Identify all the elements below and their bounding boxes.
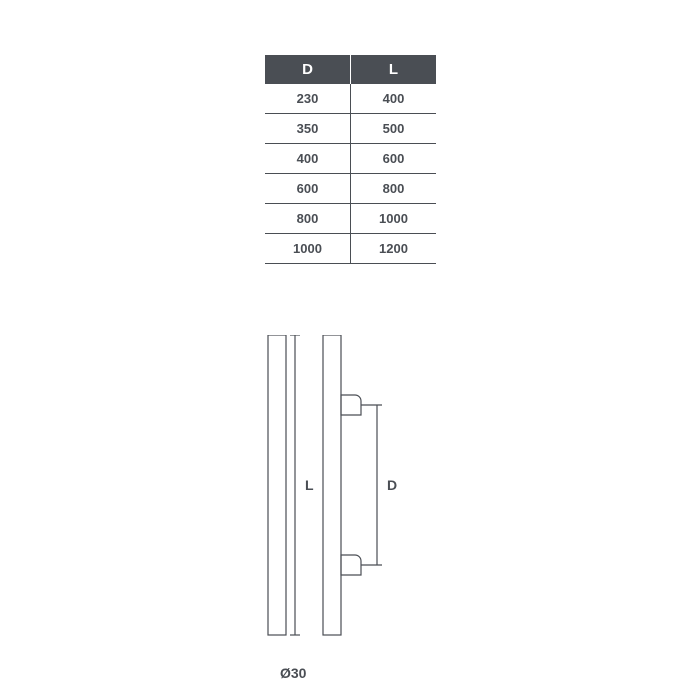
svg-text:D: D — [387, 477, 397, 493]
table-row: 400600 — [265, 144, 436, 174]
col-header-L: L — [351, 55, 437, 84]
table-row: 10001200 — [265, 234, 436, 264]
table-row: 350500 — [265, 114, 436, 144]
table-row: 8001000 — [265, 204, 436, 234]
svg-text:L: L — [305, 477, 314, 493]
table-row: 600800 — [265, 174, 436, 204]
diameter-label: Ø30 — [280, 665, 306, 681]
dimensions-table: D L 230400 350500 400600 600800 8001000 … — [265, 55, 436, 264]
col-header-D: D — [265, 55, 351, 84]
handle-diagram: LD — [255, 335, 435, 655]
table-row: 230400 — [265, 84, 436, 114]
